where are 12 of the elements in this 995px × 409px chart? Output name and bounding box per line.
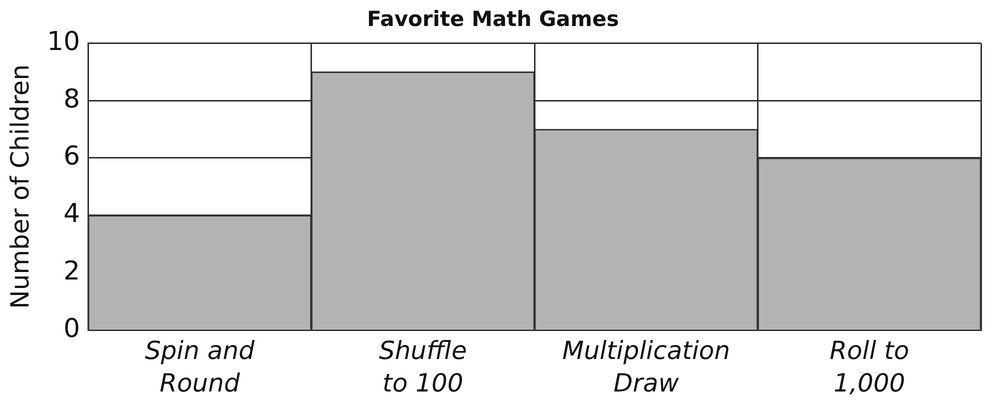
y-tick-label: 4 xyxy=(64,199,80,230)
y-tick-label: 10 xyxy=(46,26,80,57)
y-axis-title: Number of Children xyxy=(6,64,34,309)
x-tick-label: Multiplication Draw xyxy=(562,336,730,398)
y-tick-label: 8 xyxy=(64,84,80,114)
y-tick-label: 2 xyxy=(64,256,80,286)
chart-title: Favorite Math Games xyxy=(367,7,619,32)
y-tick-label: 0 xyxy=(64,314,80,344)
x-tick-label: Roll to 1,000 xyxy=(830,336,910,398)
x-tick-label: Shuffle to 100 xyxy=(378,336,467,398)
x-tick-label: Spin and Round xyxy=(144,336,255,398)
y-tick-label: 6 xyxy=(64,142,80,172)
